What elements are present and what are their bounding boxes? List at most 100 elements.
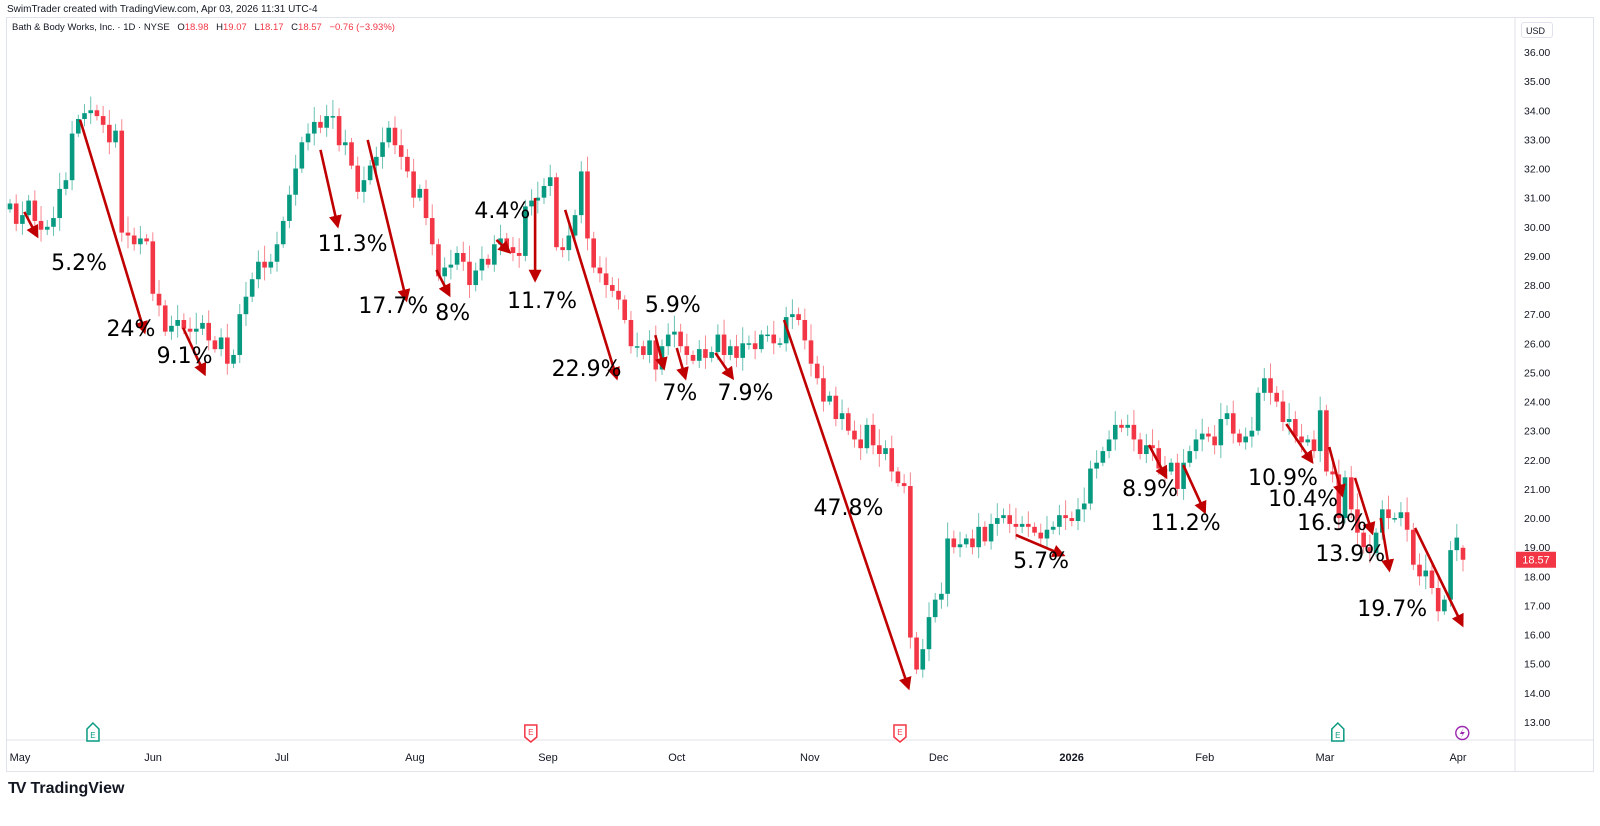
candle-body <box>703 349 708 358</box>
drawdown-annotation: 7% <box>662 347 697 406</box>
dividend-lightning-marker[interactable] <box>1455 725 1470 741</box>
drawdown-annotation: 22.9% <box>552 209 622 382</box>
candle-body <box>473 270 479 286</box>
candle <box>280 216 286 248</box>
candle-body <box>280 220 286 245</box>
candle <box>405 149 410 178</box>
candle <box>187 317 193 341</box>
candle <box>939 582 944 609</box>
candle <box>703 335 708 369</box>
candle <box>709 346 714 363</box>
candle <box>777 337 783 348</box>
candle <box>69 121 75 191</box>
candle-body <box>113 130 118 143</box>
drawdown-arrow <box>782 319 912 691</box>
candle <box>1193 429 1199 460</box>
candle <box>1261 368 1267 401</box>
price-tick-label: 31.00 <box>1524 193 1550 205</box>
candle <box>212 336 218 353</box>
candle-body <box>765 334 770 337</box>
drawdown-arrow <box>1015 533 1066 557</box>
candle <box>957 531 963 558</box>
price-tick-label: 26.00 <box>1524 338 1550 350</box>
candle-body <box>7 203 13 210</box>
candle <box>305 123 311 151</box>
candle <box>1001 508 1006 524</box>
earnings-icon <box>86 721 100 742</box>
candle-body <box>920 649 926 670</box>
candle <box>578 161 584 224</box>
candle-body <box>436 244 441 277</box>
candle <box>1280 390 1286 432</box>
candle <box>113 123 118 148</box>
candle-body <box>125 232 131 236</box>
drawdown-arrow <box>319 149 342 229</box>
candle <box>647 330 652 364</box>
candle-body <box>13 203 19 224</box>
candle-body <box>1324 410 1329 472</box>
candle-body <box>802 320 808 341</box>
tradingview-logo[interactable]: TV TradingView <box>8 780 124 798</box>
candle-body <box>914 637 919 670</box>
candle-body <box>386 127 392 143</box>
last-price-label: 18.57 <box>1522 555 1550 567</box>
price-tick-label: 16.00 <box>1524 630 1550 642</box>
candle-body <box>138 238 143 245</box>
earnings-event-marker[interactable]: E <box>1331 721 1345 742</box>
candle <box>467 245 472 298</box>
candle-body <box>26 200 31 216</box>
candle <box>1144 433 1149 464</box>
candle-body <box>336 116 342 146</box>
candle-body <box>578 171 584 216</box>
candle-body <box>262 261 267 268</box>
candle <box>1423 554 1429 590</box>
candle <box>1044 516 1050 550</box>
candle <box>535 181 541 214</box>
candle <box>38 206 44 242</box>
candle <box>1063 500 1068 530</box>
candle-body <box>119 130 125 233</box>
candle-body <box>1044 529 1050 539</box>
drawdown-label: 24% <box>106 317 155 342</box>
candle <box>554 172 559 251</box>
price-tick-label: 14.00 <box>1524 688 1550 700</box>
candle <box>386 121 392 148</box>
candle <box>82 104 87 127</box>
candle <box>1429 562 1435 595</box>
candle <box>1069 511 1075 527</box>
earnings-event-marker[interactable]: E <box>86 721 100 742</box>
candle <box>1448 541 1453 607</box>
candle-body <box>88 110 94 114</box>
candle-body <box>1181 462 1186 489</box>
earnings-event-marker[interactable]: E <box>524 724 538 743</box>
candle-body <box>1063 515 1068 519</box>
time-tick-label: Jul <box>275 752 289 764</box>
candle <box>852 420 857 448</box>
candle <box>821 365 826 412</box>
currency-button[interactable]: USD <box>1521 22 1553 38</box>
candle <box>547 164 553 197</box>
drawdown-annotation: 16.9% <box>1297 477 1376 536</box>
price-tick-label: 13.00 <box>1524 717 1550 729</box>
candle-body <box>460 253 466 262</box>
candle <box>206 310 212 351</box>
candle-body <box>560 247 565 251</box>
drawdown-label: 17.7% <box>358 294 428 319</box>
drawdown-arrow <box>495 238 512 254</box>
earnings-event-marker[interactable]: E <box>893 724 907 743</box>
price-tick-label: 15.00 <box>1524 659 1550 671</box>
candle <box>343 129 348 156</box>
candle <box>1106 430 1112 459</box>
candle-body <box>1448 550 1453 600</box>
price-tick-label: 22.00 <box>1524 455 1550 467</box>
candle <box>759 330 764 353</box>
candle <box>1187 445 1193 468</box>
candle <box>790 299 795 329</box>
symbol-title[interactable]: Bath & Body Works, Inc. · 1D · NYSE <box>12 22 170 33</box>
candle <box>622 295 628 324</box>
candle <box>870 413 876 455</box>
candle-body <box>1224 413 1230 420</box>
drawdown-arrow <box>435 269 451 298</box>
candle <box>32 190 38 230</box>
candlestick-chart[interactable]: 13.00 14.00 15.00 16.00 17.00 18.00 19.00 20.00… <box>0 0 1600 780</box>
